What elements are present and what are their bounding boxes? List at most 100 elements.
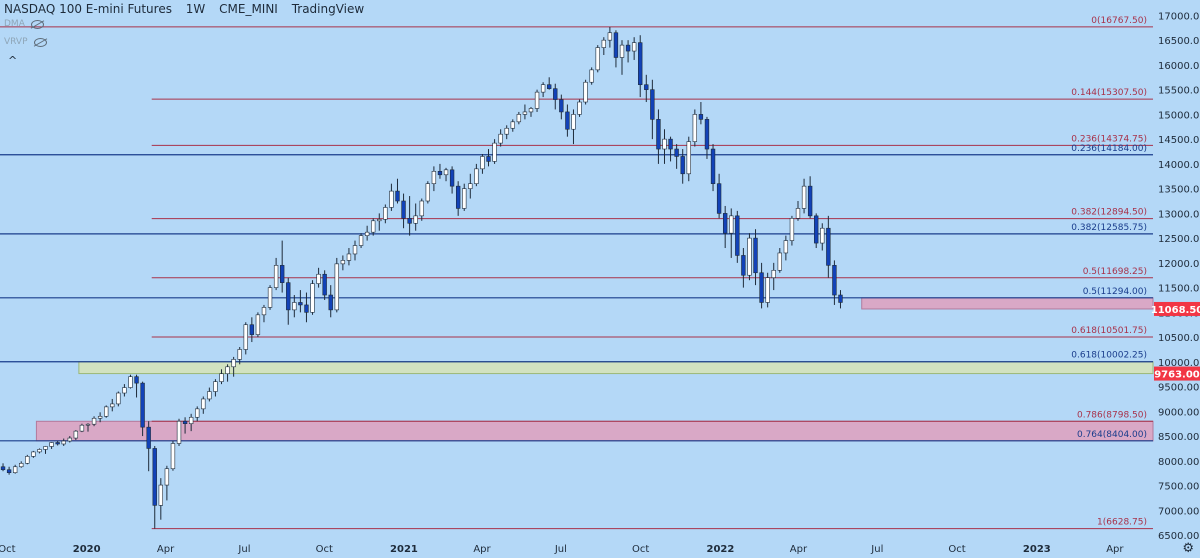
candle-body: [6, 469, 12, 473]
candle-body: [504, 127, 509, 135]
candle-body: [468, 183, 473, 189]
candle-body: [237, 349, 242, 360]
candle-body: [789, 218, 795, 241]
candle-body: [55, 442, 60, 445]
candle-body: [747, 237, 752, 276]
y-tick-label: 15500.00: [1158, 86, 1200, 97]
candle-body: [680, 156, 685, 175]
candle-body: [188, 416, 194, 425]
fib-label: 0.764(8404.00): [1077, 430, 1147, 440]
candle-body: [128, 376, 133, 388]
zone-11068-11294: [861, 297, 1154, 310]
axis-layer: 6500.00 7000.00 7500.00 8000.00 8500.00 9000.…: [0, 11, 1200, 555]
candle-body: [158, 484, 163, 506]
candle-body: [140, 382, 145, 428]
candle-body: [122, 387, 127, 394]
candle-body: [243, 324, 248, 350]
candle-body: [783, 240, 789, 254]
candle-body: [201, 398, 206, 410]
x-tick-label: Oct: [316, 544, 333, 555]
candle-body: [249, 324, 255, 335]
indicator-vrvp[interactable]: VRVP: [4, 37, 47, 47]
y-tick-label: 9500.00: [1158, 383, 1199, 394]
candle-body: [601, 39, 606, 48]
candle-body: [182, 420, 188, 425]
fib-label: 0.236(14374.75): [1071, 134, 1147, 144]
y-tick-label: 12000.00: [1158, 259, 1200, 270]
candle-body: [328, 294, 333, 311]
y-tick-label: 8000.00: [1158, 457, 1199, 468]
x-tick-label: Oct: [948, 544, 965, 555]
candle-body: [371, 220, 376, 233]
candle-body: [364, 231, 370, 236]
interval-label[interactable]: 1W: [185, 2, 206, 16]
candle-body: [104, 406, 109, 417]
zone-8404-8798: [35, 420, 1154, 442]
candle-body: [43, 446, 48, 450]
fib-label: 0.382(12894.50): [1071, 208, 1147, 218]
candle-body: [656, 119, 661, 150]
candle-body: [595, 47, 600, 71]
candle-body: [729, 215, 734, 234]
candle-body: [540, 84, 546, 93]
candle-body: [437, 171, 443, 176]
symbol-title[interactable]: NASDAQ 100 E-mini Futures: [4, 2, 172, 16]
x-tick-label: 2020: [73, 544, 101, 555]
candle-body: [577, 101, 582, 115]
eye-off-icon[interactable]: [30, 19, 44, 29]
candle-body: [304, 304, 309, 313]
candle-body: [346, 253, 352, 261]
y-tick-label: 7500.00: [1158, 482, 1199, 493]
y-tick-label: 9000.00: [1158, 407, 1199, 418]
candle-body: [716, 183, 722, 214]
candle-body: [801, 185, 807, 209]
y-tick-label: 7000.00: [1158, 506, 1199, 517]
candle-body: [807, 185, 813, 217]
candle-body: [377, 219, 382, 222]
candle-body: [419, 200, 424, 217]
collapse-icon[interactable]: ^: [8, 54, 18, 67]
candle-body: [407, 218, 412, 224]
exchange-label: CME_MINI: [219, 2, 278, 16]
candle-body: [79, 424, 85, 432]
gear-icon[interactable]: ⚙: [1182, 541, 1194, 556]
fib-label: 0.5(11698.25): [1083, 267, 1147, 277]
candle-body: [650, 89, 655, 120]
candle-body: [631, 42, 637, 52]
candle-body: [19, 462, 24, 468]
y-tick-label: 14000.00: [1158, 160, 1200, 171]
candle-body: [625, 44, 631, 52]
candle-body: [474, 168, 479, 184]
candle-body: [31, 451, 36, 457]
eye-off-icon[interactable]: [33, 37, 47, 47]
fib-layer: 0(16767.50) 0.144(15307.50) 0.236(14374.75…: [0, 16, 1153, 530]
candle-body: [741, 255, 746, 276]
candle-body: [462, 188, 467, 209]
indicator-dma[interactable]: DMA: [4, 19, 44, 29]
candle-body: [176, 420, 182, 444]
candle-body: [431, 171, 437, 184]
y-tick-label: 14500.00: [1158, 135, 1200, 146]
candle-body: [686, 141, 691, 175]
candle-body: [413, 215, 418, 224]
candle-body: [292, 302, 297, 311]
candle-body: [12, 466, 18, 473]
brand-label: TradingView: [291, 2, 365, 16]
x-tick-label: 2021: [390, 544, 418, 555]
candle-body: [219, 373, 224, 382]
candle-body: [97, 415, 103, 419]
x-tick-label: 2023: [1023, 544, 1051, 555]
fib-label: 0(16767.50): [1091, 16, 1147, 26]
candle-body: [692, 114, 698, 142]
x-tick-label: Apr: [1106, 544, 1124, 555]
candle-body: [668, 138, 673, 150]
candle-body: [522, 111, 528, 115]
candle-body: [134, 376, 139, 384]
candle-body: [613, 32, 619, 58]
candle-body: [267, 287, 273, 308]
candle-body: [110, 403, 115, 408]
candle-body: [838, 294, 843, 303]
candle-body: [607, 32, 613, 41]
